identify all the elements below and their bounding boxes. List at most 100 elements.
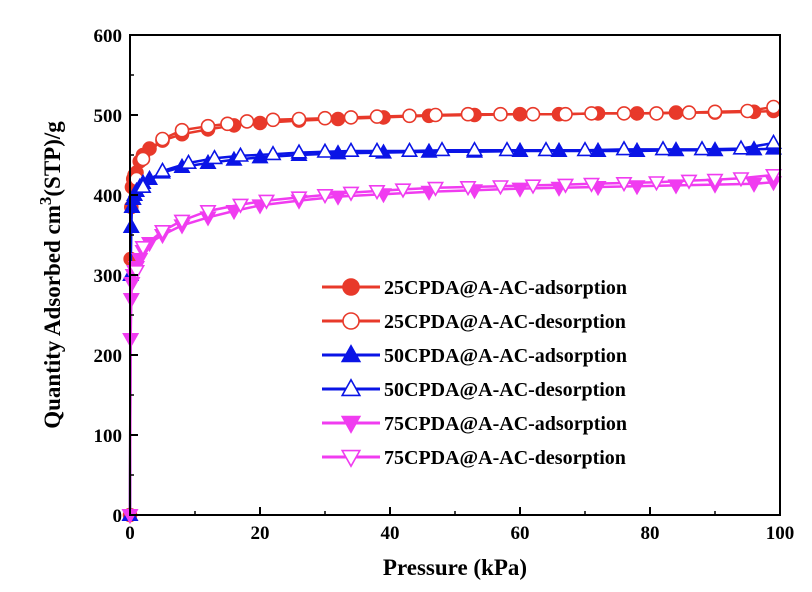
data-point	[428, 107, 443, 123]
legend-marker	[342, 312, 360, 330]
data-point	[647, 176, 666, 192]
y-tick-label: 500	[94, 106, 123, 127]
data-point	[654, 140, 672, 156]
y-tick-label: 600	[94, 26, 123, 47]
data-point	[264, 145, 282, 161]
x-tick-label: 20	[251, 523, 270, 544]
data-point	[745, 177, 763, 193]
y-tick-label: 100	[94, 426, 123, 447]
legend-label: 50CPDA@A-AC-desorption	[384, 379, 626, 401]
data-point	[127, 264, 146, 281]
legend-marker	[340, 378, 362, 397]
data-point	[252, 115, 268, 131]
data-point	[368, 185, 386, 201]
data-point	[134, 177, 152, 193]
data-point	[460, 106, 476, 122]
data-point	[681, 105, 697, 120]
data-point	[766, 99, 781, 115]
data-point	[556, 178, 575, 194]
data-point	[576, 141, 594, 157]
data-point	[257, 194, 276, 210]
data-point	[615, 177, 633, 193]
legend-label: 50CPDA@A-AC-adsorption	[384, 345, 627, 367]
plot-frame	[129, 34, 781, 516]
data-point	[153, 225, 172, 241]
x-tick-label: 40	[381, 523, 400, 544]
legend-marker	[340, 415, 362, 434]
data-point	[122, 217, 140, 233]
data-point	[179, 153, 198, 169]
legend-item-75cpda-a-ac-desorption: 75CPDA@A-AC-desorption	[322, 447, 626, 469]
y-axis-title-unit: (STP)/g	[40, 121, 65, 197]
data-point	[122, 292, 140, 309]
data-point	[199, 205, 217, 221]
series-25cpda-a-ac-desorption	[129, 99, 781, 187]
data-point	[205, 149, 224, 165]
data-point	[745, 140, 763, 156]
data-point	[135, 151, 151, 167]
data-point	[220, 116, 235, 132]
data-point	[394, 183, 412, 199]
data-point	[649, 106, 664, 121]
data-point	[123, 197, 141, 213]
series-50cpda-a-ac-desorption	[134, 133, 783, 193]
data-point	[239, 114, 255, 129]
data-point	[134, 241, 152, 257]
legend-item-25cpda-a-ac-adsorption: 25CPDA@A-AC-adsorption	[322, 277, 627, 299]
data-point	[342, 186, 360, 202]
y-axis-title-superscript: 3	[36, 197, 55, 206]
x-tick-label: 80	[641, 523, 660, 544]
legend-label: 75CPDA@A-AC-adsorption	[384, 413, 627, 435]
legend-marker	[340, 344, 362, 363]
data-point	[584, 106, 599, 121]
y-tick-label: 400	[94, 186, 123, 207]
y-tick-label: 0	[113, 506, 123, 527]
data-point	[343, 110, 359, 125]
x-axis-title: Pressure (kPa)	[383, 555, 527, 580]
data-point	[693, 140, 711, 156]
y-axis-title: Quantity Adsorbed cm3(STP)/g	[36, 121, 66, 429]
data-point	[200, 118, 216, 134]
data-point	[265, 112, 281, 128]
data-point	[732, 139, 750, 155]
legend-item-50cpda-a-ac-desorption: 50CPDA@A-AC-desorption	[322, 378, 626, 401]
x-tick-label: 0	[125, 523, 135, 544]
legend-item-50cpda-a-ac-adsorption: 50CPDA@A-AC-adsorption	[322, 344, 627, 367]
data-point	[680, 174, 698, 190]
data-point	[459, 181, 477, 197]
x-tick-label: 100	[766, 523, 795, 544]
data-point	[231, 146, 250, 162]
data-point	[369, 109, 385, 124]
series-line	[135, 173, 774, 272]
data-point	[764, 133, 783, 149]
data-point	[537, 141, 555, 157]
series-75cpda-a-ac-desorption	[127, 169, 783, 281]
data-point	[153, 161, 172, 177]
data-point	[426, 181, 445, 197]
legend-marker	[340, 449, 362, 468]
data-point	[706, 173, 724, 189]
data-point	[402, 108, 417, 124]
data-point	[368, 141, 386, 157]
y-axis-title-main: Quantity Adsorbed cm	[40, 205, 65, 429]
legend-label: 25CPDA@A-AC-desorption	[384, 311, 626, 333]
data-point	[317, 110, 333, 126]
data-point	[493, 106, 508, 122]
data-point	[615, 140, 633, 156]
data-point	[173, 214, 191, 230]
data-point	[142, 141, 157, 156]
legend-label: 75CPDA@A-AC-desorption	[384, 447, 626, 469]
legend: 25CPDA@A-AC-adsorption 25CPDA@A-AC-desorp…	[322, 277, 627, 469]
data-point	[400, 141, 419, 157]
x-tick-label: 60	[511, 523, 530, 544]
legend-item-25cpda-a-ac-desorption: 25CPDA@A-AC-desorption	[322, 311, 626, 333]
data-point	[290, 143, 308, 159]
data-point	[433, 141, 451, 157]
data-point	[231, 198, 250, 214]
data-point	[465, 141, 484, 157]
data-point	[498, 141, 516, 157]
axis-ticks: 0 20 40 60 80 100 0 100 200 300 400 500 600	[94, 26, 795, 544]
y-tick-label: 300	[94, 266, 123, 287]
